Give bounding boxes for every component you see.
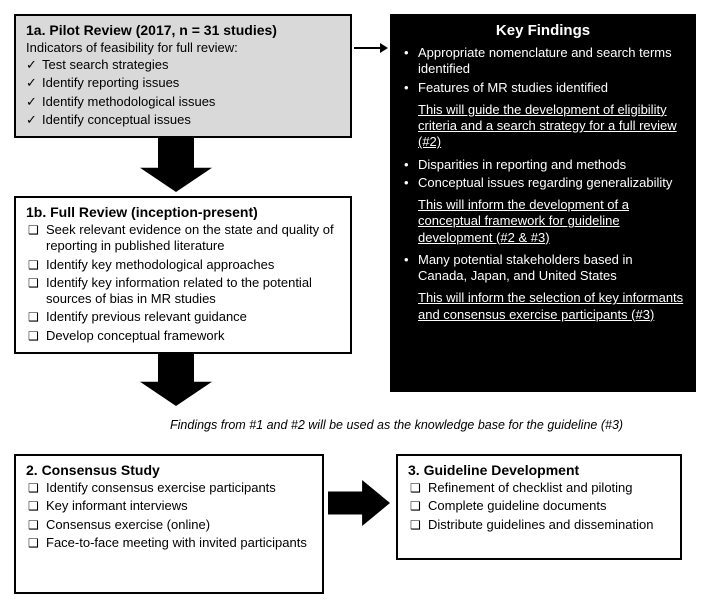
list-item: Many potential stakeholders based in Can…: [418, 252, 684, 285]
box-3-title: 3. Guideline Development: [408, 462, 670, 478]
list-item: Features of MR studies identified: [418, 80, 684, 96]
box-2-consensus: 2. Consensus Study Identify consensus ex…: [14, 454, 324, 594]
box-1b-list: Seek relevant evidence on the state and …: [26, 222, 340, 344]
findings-underline: This will inform the development of a co…: [418, 197, 684, 246]
arrow-1a-to-findings: [354, 41, 388, 55]
findings-bullets: Many potential stakeholders based in Can…: [402, 252, 684, 285]
list-item: Face-to-face meeting with invited partic…: [46, 535, 312, 551]
list-item: Identify consensus exercise participants: [46, 480, 312, 496]
box-1b-full-review: 1b. Full Review (inception-present) Seek…: [14, 196, 352, 354]
list-item: Identify key information related to the …: [46, 275, 340, 308]
list-item: Identify methodological issues: [42, 94, 340, 110]
box-1a-title: 1a. Pilot Review (2017, n = 31 studies): [26, 22, 340, 38]
list-item: Conceptual issues regarding generalizabi…: [418, 175, 684, 191]
list-item: Complete guideline documents: [428, 498, 670, 514]
arrow-1a-to-1b: [140, 138, 212, 192]
list-item: Refinement of checklist and piloting: [428, 480, 670, 496]
list-item: Seek relevant evidence on the state and …: [46, 222, 340, 255]
list-item: Appropriate nomenclature and search term…: [418, 45, 684, 78]
list-item: Consensus exercise (online): [46, 517, 312, 533]
list-item: Test search strategies: [42, 57, 340, 73]
list-item: Identify previous relevant guidance: [46, 309, 340, 325]
list-item: Identify reporting issues: [42, 75, 340, 91]
box-1a-subtitle: Indicators of feasibility for full revie…: [26, 40, 340, 55]
list-item: Disparities in reporting and methods: [418, 157, 684, 173]
findings-bullets: Appropriate nomenclature and search term…: [402, 45, 684, 96]
box-1a-list: Test search strategies Identify reporting…: [26, 57, 340, 128]
caption-text: Findings from #1 and #2 will be used as …: [170, 418, 623, 432]
box-3-guideline: 3. Guideline Development Refinement of c…: [396, 454, 682, 560]
list-item: Distribute guidelines and dissemination: [428, 517, 670, 533]
box-key-findings: Key Findings Appropriate nomenclature an…: [390, 14, 696, 392]
box-1a-pilot-review: 1a. Pilot Review (2017, n = 31 studies) …: [14, 14, 352, 138]
arrow-1b-to-2: [140, 352, 212, 406]
list-item: Develop conceptual framework: [46, 328, 340, 344]
findings-underline: This will guide the development of eligi…: [418, 102, 684, 151]
list-item: Identify key methodological approaches: [46, 257, 340, 273]
box-3-list: Refinement of checklist and piloting Comp…: [408, 480, 670, 533]
findings-groups: Appropriate nomenclature and search term…: [402, 45, 684, 323]
box-1b-title: 1b. Full Review (inception-present): [26, 204, 340, 220]
box-2-title: 2. Consensus Study: [26, 462, 312, 478]
arrow-2-to-3: [328, 480, 390, 526]
box-2-list: Identify consensus exercise participants…: [26, 480, 312, 551]
list-item: Key informant interviews: [46, 498, 312, 514]
findings-underline: This will inform the selection of key in…: [418, 290, 684, 323]
findings-bullets: Disparities in reporting and methods Conc…: [402, 157, 684, 192]
findings-title: Key Findings: [402, 22, 684, 39]
list-item: Identify conceptual issues: [42, 112, 340, 128]
